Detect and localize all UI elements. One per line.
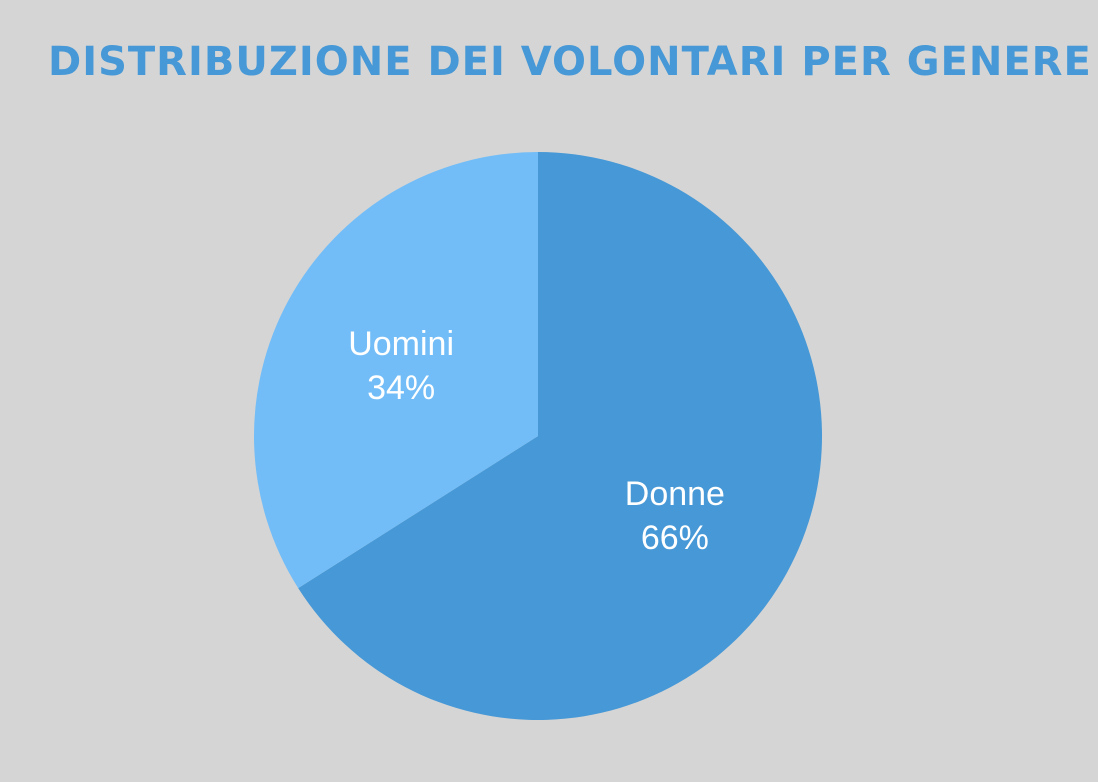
pie-slice-uomini: [254, 152, 538, 589]
slice-value-donne: 66%: [641, 519, 709, 557]
chart-title: DISTRIBUZIONE DEI VOLONTARI PER GENERE: [48, 39, 1092, 85]
pie-slices: [254, 152, 822, 721]
pie-slice-donne: [298, 152, 822, 721]
slice-label-uomini: Uomini: [348, 325, 454, 363]
slice-label-donne: Donne: [625, 475, 725, 513]
slice-value-uomini: 34%: [367, 369, 435, 407]
pie-labels: Donne 66% Uomini 34%: [348, 325, 725, 557]
